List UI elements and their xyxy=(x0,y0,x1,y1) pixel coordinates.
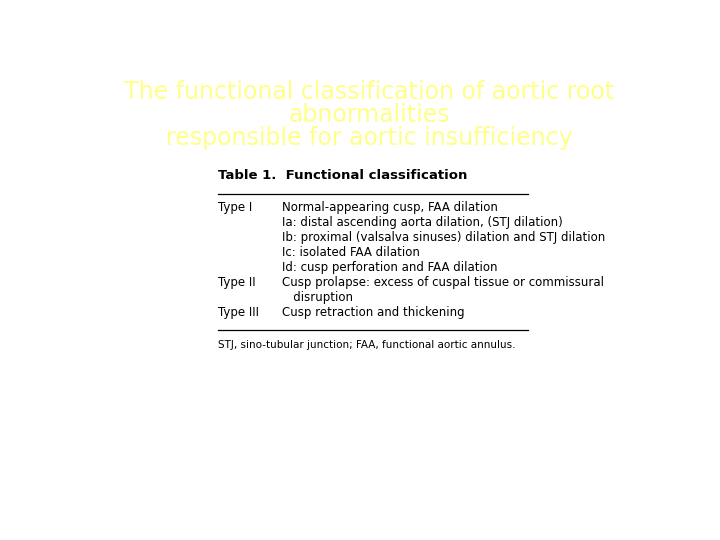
Text: Type I: Type I xyxy=(218,201,252,214)
Text: Cusp prolapse: excess of cuspal tissue or commissural: Cusp prolapse: excess of cuspal tissue o… xyxy=(282,276,604,289)
Text: Ia: distal ascending aorta dilation, (STJ dilation): Ia: distal ascending aorta dilation, (ST… xyxy=(282,216,563,229)
Text: responsible for aortic insufficiency: responsible for aortic insufficiency xyxy=(166,126,572,151)
Text: Table 1.  Functional classification: Table 1. Functional classification xyxy=(218,169,467,182)
Text: STJ, sino-tubular junction; FAA, functional aortic annulus.: STJ, sino-tubular junction; FAA, functio… xyxy=(218,340,516,350)
Text: Type II: Type II xyxy=(218,276,256,289)
Text: Ic: isolated FAA dilation: Ic: isolated FAA dilation xyxy=(282,246,420,259)
Text: Ib: proximal (valsalva sinuses) dilation and STJ dilation: Ib: proximal (valsalva sinuses) dilation… xyxy=(282,231,606,244)
Text: abnormalities: abnormalities xyxy=(288,103,450,127)
Text: disruption: disruption xyxy=(282,291,354,304)
Text: Type III: Type III xyxy=(218,306,259,319)
Text: The functional classification of aortic root: The functional classification of aortic … xyxy=(124,80,614,104)
Text: Normal-appearing cusp, FAA dilation: Normal-appearing cusp, FAA dilation xyxy=(282,201,498,214)
Text: Id: cusp perforation and FAA dilation: Id: cusp perforation and FAA dilation xyxy=(282,261,498,274)
Text: Cusp retraction and thickening: Cusp retraction and thickening xyxy=(282,306,465,319)
